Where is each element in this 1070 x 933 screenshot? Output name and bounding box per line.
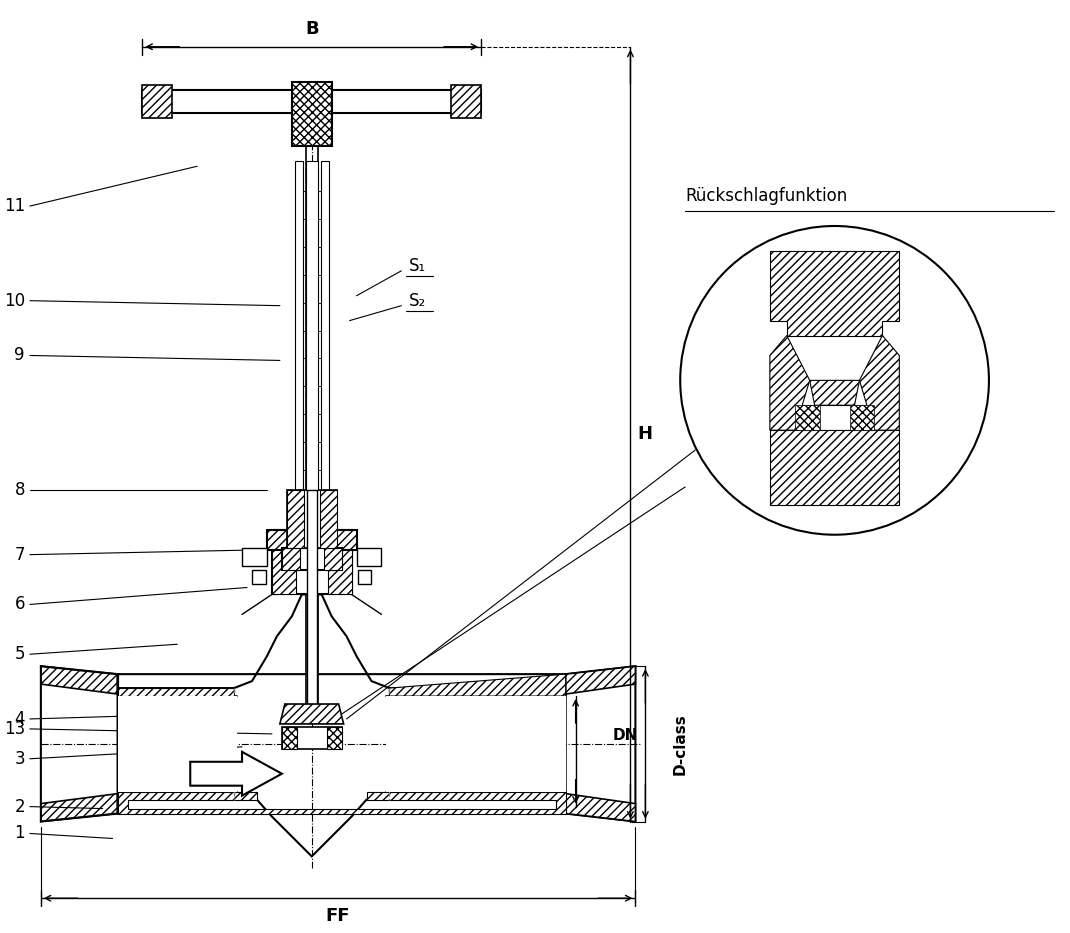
Polygon shape bbox=[566, 794, 636, 822]
Polygon shape bbox=[850, 405, 874, 430]
Polygon shape bbox=[326, 727, 341, 749]
Circle shape bbox=[681, 226, 989, 535]
Bar bbox=[307, 490, 317, 709]
Polygon shape bbox=[859, 336, 899, 430]
Bar bbox=[306, 161, 318, 490]
Bar bbox=[321, 161, 328, 500]
Text: 1: 1 bbox=[14, 825, 25, 842]
Text: S₂: S₂ bbox=[410, 292, 427, 310]
Polygon shape bbox=[118, 675, 234, 696]
Text: 13: 13 bbox=[3, 720, 25, 738]
Polygon shape bbox=[769, 430, 899, 505]
Polygon shape bbox=[320, 490, 337, 548]
Polygon shape bbox=[281, 548, 300, 569]
Bar bbox=[356, 548, 382, 565]
Text: 2: 2 bbox=[14, 798, 25, 815]
Bar bbox=[253, 569, 266, 583]
Bar bbox=[142, 85, 172, 118]
Text: H: H bbox=[638, 425, 653, 443]
Bar bbox=[295, 161, 303, 500]
Bar bbox=[142, 90, 482, 114]
Polygon shape bbox=[386, 696, 566, 792]
Text: Rückschlagfunktion: Rückschlagfunktion bbox=[685, 188, 847, 205]
Polygon shape bbox=[272, 530, 295, 594]
Bar bbox=[281, 548, 341, 569]
Polygon shape bbox=[118, 792, 566, 814]
Text: D-class: D-class bbox=[673, 713, 688, 774]
Polygon shape bbox=[287, 490, 304, 548]
Polygon shape bbox=[190, 752, 281, 796]
Text: B: B bbox=[305, 20, 319, 38]
Bar bbox=[242, 548, 266, 565]
Bar bbox=[287, 490, 337, 548]
Text: 10: 10 bbox=[4, 292, 25, 310]
Bar bbox=[281, 727, 341, 749]
Polygon shape bbox=[566, 666, 636, 694]
Text: 11: 11 bbox=[3, 197, 25, 216]
Polygon shape bbox=[118, 696, 238, 792]
Bar bbox=[272, 530, 352, 594]
Text: 12: 12 bbox=[719, 346, 740, 365]
Text: 5: 5 bbox=[14, 646, 25, 663]
Polygon shape bbox=[795, 405, 820, 430]
Polygon shape bbox=[324, 548, 341, 569]
Polygon shape bbox=[327, 530, 352, 594]
Text: 7: 7 bbox=[14, 546, 25, 564]
Text: 3: 3 bbox=[14, 750, 25, 768]
Bar bbox=[292, 81, 332, 146]
Polygon shape bbox=[41, 794, 118, 822]
Polygon shape bbox=[280, 704, 343, 724]
Bar bbox=[266, 530, 356, 550]
Text: 8: 8 bbox=[14, 480, 25, 499]
Text: DN: DN bbox=[613, 729, 638, 744]
Text: 6: 6 bbox=[14, 595, 25, 613]
Text: S₁: S₁ bbox=[410, 257, 427, 275]
Polygon shape bbox=[281, 727, 296, 749]
Bar bbox=[795, 405, 874, 430]
Text: 9: 9 bbox=[14, 346, 25, 365]
Polygon shape bbox=[118, 800, 566, 856]
Text: FF: FF bbox=[325, 907, 350, 926]
Polygon shape bbox=[810, 381, 859, 405]
Polygon shape bbox=[769, 336, 810, 430]
Bar bbox=[452, 85, 482, 118]
Polygon shape bbox=[389, 675, 566, 696]
Text: 4: 4 bbox=[14, 710, 25, 728]
Bar bbox=[357, 569, 371, 583]
Polygon shape bbox=[769, 251, 899, 336]
Polygon shape bbox=[118, 594, 566, 688]
Polygon shape bbox=[41, 666, 118, 694]
